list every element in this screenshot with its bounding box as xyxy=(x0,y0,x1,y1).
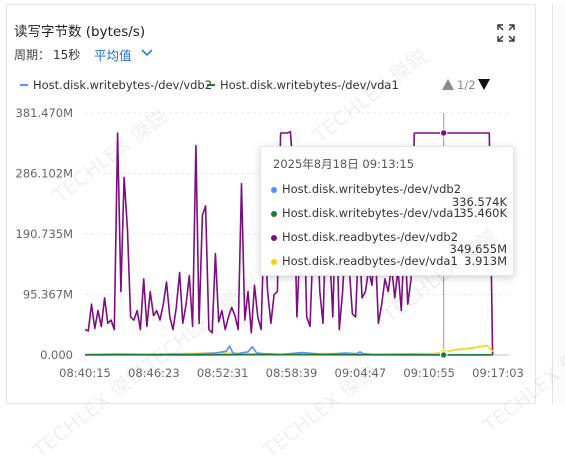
tooltip-value: 3.913M xyxy=(464,254,507,268)
x-tick-label: 08:40:15 xyxy=(59,366,111,380)
x-tick-label: 09:10:55 xyxy=(403,366,455,380)
y-tick-label: 286.102M xyxy=(16,167,73,181)
chart-tooltip: 2025年8月18日 09:13:15 Host.disk.writebytes… xyxy=(260,146,514,276)
tooltip-row: Host.disk.writebytes-/dev/vda1 35.460K xyxy=(271,206,507,230)
tooltip-series-name: Host.disk.writebytes-/dev/vda1 xyxy=(282,206,461,220)
tooltip-series-name: Host.disk.readbytes-/dev/vdb2 xyxy=(282,230,458,244)
series-dot xyxy=(271,235,277,241)
cursor-marker xyxy=(440,130,446,136)
series-dot xyxy=(271,259,277,265)
y-tick-label: 190.735M xyxy=(16,227,73,241)
tooltip-time: 2025年8月18日 09:13:15 xyxy=(273,156,414,172)
cursor-marker xyxy=(440,352,446,358)
x-tick-label: 08:58:39 xyxy=(266,366,318,380)
tooltip-row: Host.disk.writebytes-/dev/vdb2 336.574K xyxy=(271,182,507,208)
tooltip-row: Host.disk.readbytes-/dev/vdb2 349.655M xyxy=(271,230,507,256)
x-tick-label: 09:17:03 xyxy=(472,366,524,380)
tooltip-series-name: Host.disk.readbytes-/dev/vda1 xyxy=(282,254,458,268)
tooltip-series-name: Host.disk.writebytes-/dev/vdb2 xyxy=(282,182,461,196)
x-tick-label: 08:52:31 xyxy=(197,366,249,380)
tooltip-row: Host.disk.readbytes-/dev/vda1 3.913M xyxy=(271,254,507,278)
y-tick-label: 381.470M xyxy=(16,106,73,120)
series-dot xyxy=(271,211,277,217)
series-dot xyxy=(271,187,277,193)
x-tick-label: 09:04:47 xyxy=(335,366,387,380)
y-tick-label: 95.367M xyxy=(23,288,73,302)
y-tick-label: 0.000 xyxy=(40,348,73,362)
x-tick-label: 08:46:23 xyxy=(128,366,180,380)
tooltip-value: 35.460K xyxy=(459,206,507,220)
